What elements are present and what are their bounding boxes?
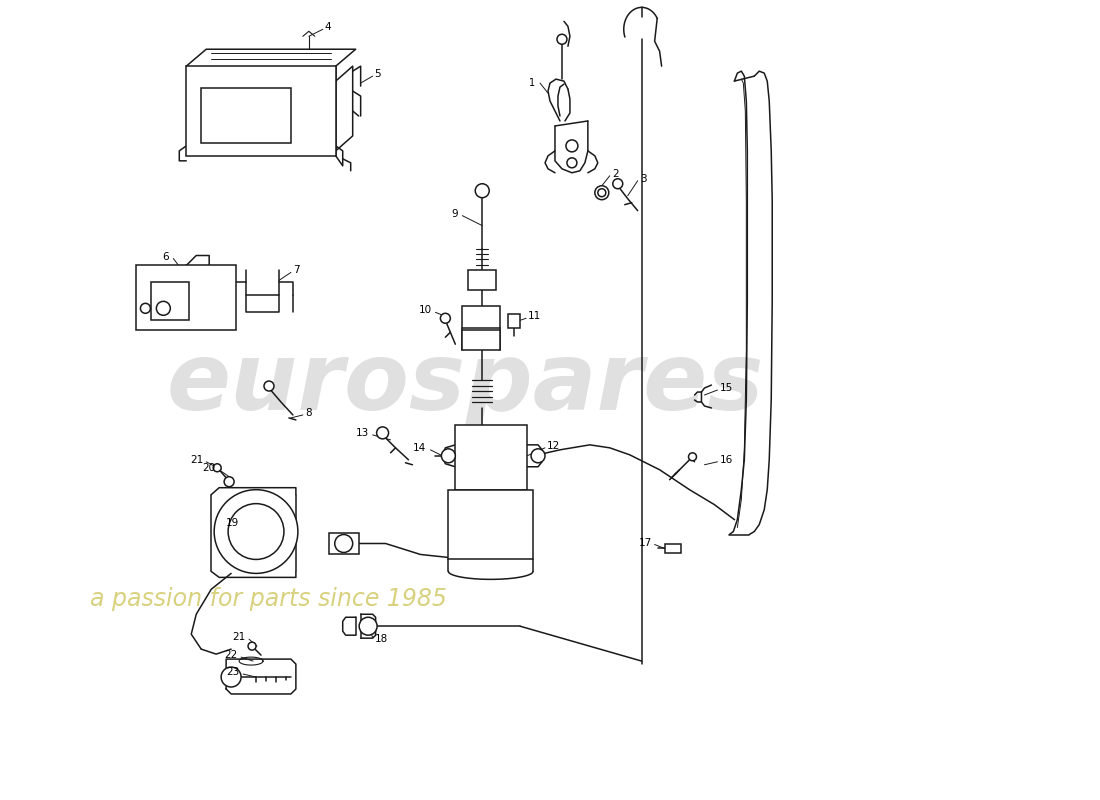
Text: 17: 17 <box>638 538 651 547</box>
Circle shape <box>249 642 256 650</box>
Circle shape <box>565 140 578 152</box>
Text: 14: 14 <box>414 443 427 453</box>
Text: 19: 19 <box>226 518 239 527</box>
Text: 2: 2 <box>612 169 618 178</box>
Circle shape <box>557 34 566 44</box>
Text: eurospares: eurospares <box>166 338 763 430</box>
Circle shape <box>440 314 450 323</box>
Circle shape <box>214 490 298 574</box>
Circle shape <box>595 186 608 200</box>
Text: 16: 16 <box>719 454 733 465</box>
Text: 23: 23 <box>226 667 239 677</box>
Text: a passion for parts since 1985: a passion for parts since 1985 <box>89 587 447 611</box>
Circle shape <box>360 618 377 635</box>
Circle shape <box>141 303 151 314</box>
Bar <box>462 306 501 328</box>
Bar <box>462 330 501 350</box>
Circle shape <box>597 189 606 197</box>
Text: 12: 12 <box>547 441 560 451</box>
Text: 21: 21 <box>190 454 204 465</box>
Bar <box>136 266 236 330</box>
Text: 20: 20 <box>202 462 216 473</box>
Circle shape <box>689 453 696 461</box>
Bar <box>508 314 520 328</box>
Text: 13: 13 <box>355 428 368 438</box>
Bar <box>664 543 681 554</box>
Text: 6: 6 <box>163 251 169 262</box>
Circle shape <box>475 184 490 198</box>
Circle shape <box>531 449 544 462</box>
Text: 7: 7 <box>293 266 299 275</box>
Text: 21: 21 <box>232 632 245 642</box>
Circle shape <box>334 534 353 553</box>
Text: 1: 1 <box>529 78 535 88</box>
Circle shape <box>221 667 241 687</box>
Bar <box>152 282 189 320</box>
Circle shape <box>376 427 388 439</box>
Circle shape <box>224 477 234 486</box>
Bar <box>469 270 496 290</box>
Bar <box>449 490 534 559</box>
Text: 8: 8 <box>305 408 311 418</box>
Circle shape <box>213 464 221 472</box>
Bar <box>329 533 359 554</box>
Circle shape <box>228 504 284 559</box>
Text: 9: 9 <box>452 209 459 218</box>
Text: 15: 15 <box>719 383 733 393</box>
Bar <box>201 88 290 143</box>
Circle shape <box>441 449 455 462</box>
Circle shape <box>156 302 170 315</box>
Text: 3: 3 <box>640 174 647 184</box>
Text: 22: 22 <box>223 650 238 660</box>
Text: 18: 18 <box>375 634 388 644</box>
Text: 5: 5 <box>375 69 382 79</box>
Circle shape <box>264 381 274 391</box>
Text: 10: 10 <box>419 306 432 315</box>
Text: 11: 11 <box>528 311 541 322</box>
Bar <box>186 66 336 156</box>
Bar <box>455 425 527 490</box>
Text: 4: 4 <box>324 22 331 32</box>
Circle shape <box>566 158 576 168</box>
Circle shape <box>613 178 623 189</box>
